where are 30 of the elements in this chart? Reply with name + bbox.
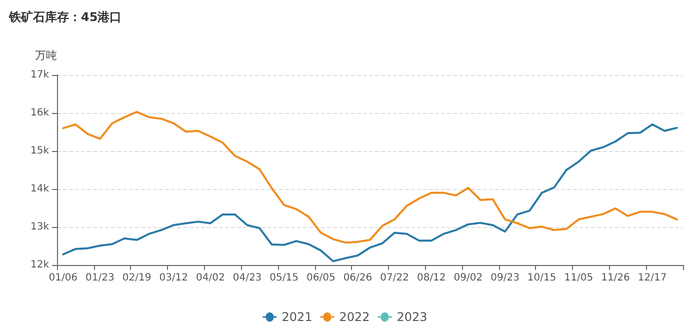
y-tick-label: 14k	[30, 184, 50, 194]
line-series	[62, 123, 678, 262]
line-series	[62, 110, 678, 244]
x-tick-label: 06/26	[343, 272, 372, 284]
chart-title: 铁矿石库存：45港口	[8, 10, 122, 24]
x-tick-label: 09/23	[490, 272, 520, 284]
x-tick-label: 11/26	[601, 272, 630, 284]
x-tick-label: 12/17	[638, 272, 667, 284]
x-tick-label: 06/05	[306, 272, 336, 284]
y-tick-label: 17k	[30, 70, 50, 80]
x-tick-label: 10/15	[527, 272, 556, 284]
x-tick-label: 04/23	[232, 272, 262, 284]
x-tick-label: 01/23	[86, 272, 114, 284]
y-tick-label: 15k	[30, 146, 50, 156]
legend-label: 2021	[282, 310, 312, 324]
x-tick-label: 09/02	[454, 272, 483, 284]
y-tick-label: 12k	[30, 260, 50, 270]
y-tick-label: 16k	[30, 108, 50, 118]
y-axis-title: 万吨	[35, 49, 57, 62]
legend-label: 2023	[396, 310, 428, 324]
x-tick-label: 08/12	[416, 272, 446, 284]
legend-label: 2022	[339, 310, 370, 324]
y-tick-label: 13k	[30, 222, 50, 232]
x-tick-label: 03/12	[159, 272, 188, 284]
x-tick-label: 05/15	[270, 272, 298, 284]
x-tick-label: 01/06	[48, 272, 78, 284]
x-tick-label: 07/22	[380, 272, 409, 284]
x-tick-label: 11/05	[564, 272, 594, 284]
x-tick-label: 04/02	[196, 272, 225, 284]
x-tick-label: 02/19	[122, 272, 152, 284]
